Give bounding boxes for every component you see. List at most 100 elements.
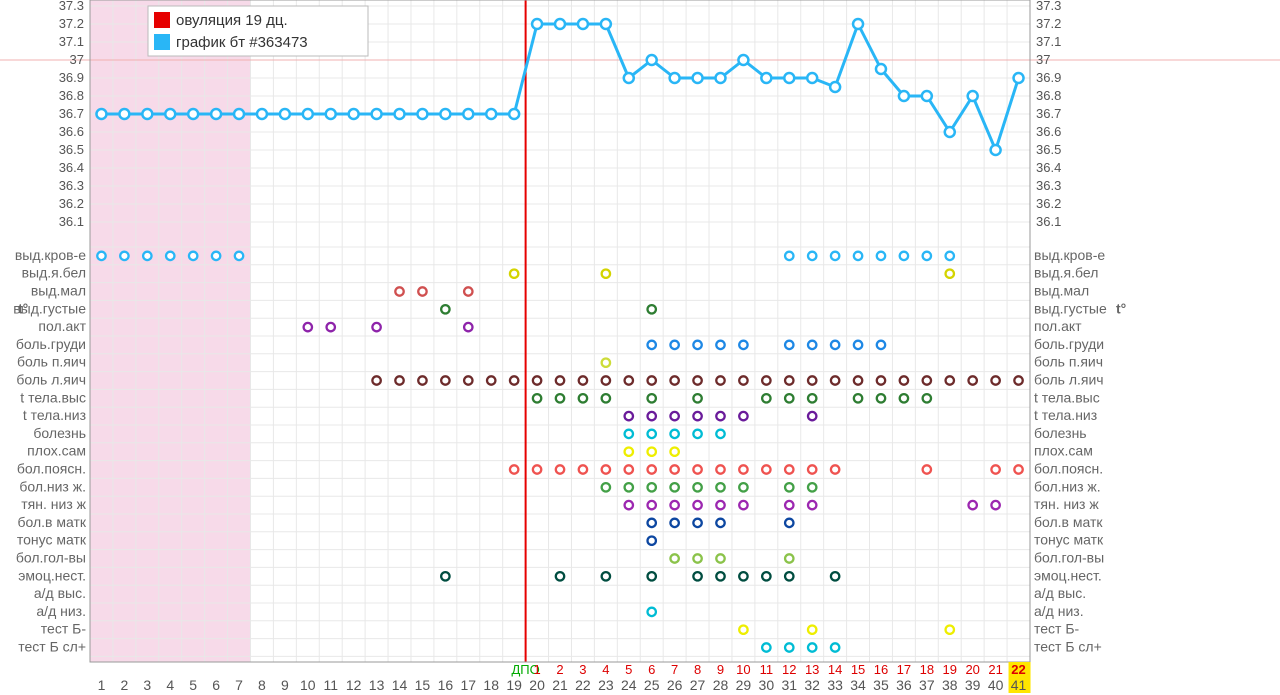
y-tick-left: 37.2 bbox=[59, 16, 84, 31]
x-axis-day: 12 bbox=[346, 677, 362, 693]
x-axis-day: 17 bbox=[461, 677, 477, 693]
symptom-marker bbox=[648, 483, 656, 491]
symptom-marker bbox=[625, 412, 633, 420]
x-axis-day: 33 bbox=[827, 677, 843, 693]
x-axis-day: 24 bbox=[621, 677, 637, 693]
symptom-marker bbox=[670, 448, 678, 456]
symptom-marker bbox=[946, 270, 954, 278]
y-tick-right: 36.7 bbox=[1036, 106, 1061, 121]
symptom-marker bbox=[648, 412, 656, 420]
symptom-marker bbox=[166, 252, 174, 260]
x-axis-day: 20 bbox=[529, 677, 545, 693]
legend-label: график бт #363473 bbox=[176, 34, 308, 51]
dpo-value: 17 bbox=[897, 662, 911, 677]
symptom-marker bbox=[831, 572, 839, 580]
symptom-marker bbox=[877, 376, 885, 384]
temperature-point bbox=[784, 73, 794, 83]
symptom-marker bbox=[785, 572, 793, 580]
symptom-label-left: тонус матк bbox=[17, 532, 87, 548]
symptom-marker bbox=[716, 501, 724, 509]
y-tick-right: 36.3 bbox=[1036, 178, 1061, 193]
symptom-marker bbox=[441, 305, 449, 313]
symptom-label-left: t тела.низ bbox=[23, 407, 86, 423]
x-axis-day: 29 bbox=[736, 677, 752, 693]
symptom-marker bbox=[464, 287, 472, 295]
symptom-marker bbox=[693, 501, 701, 509]
t-deg-label-left: t° bbox=[18, 300, 28, 316]
dpo-value: 8 bbox=[694, 662, 701, 677]
symptom-marker bbox=[625, 465, 633, 473]
dpo-value: 13 bbox=[805, 662, 819, 677]
y-tick-left: 36.6 bbox=[59, 124, 84, 139]
temperature-point bbox=[1014, 73, 1024, 83]
symptom-label-left: боль л.яич bbox=[16, 372, 86, 388]
symptom-marker bbox=[602, 359, 610, 367]
symptom-marker bbox=[831, 643, 839, 651]
dpo-value: 16 bbox=[874, 662, 888, 677]
symptom-marker bbox=[785, 341, 793, 349]
symptom-marker bbox=[968, 501, 976, 509]
y-tick-left: 36.1 bbox=[59, 214, 84, 229]
symptom-marker bbox=[670, 465, 678, 473]
dpo-value: 15 bbox=[851, 662, 865, 677]
symptom-marker bbox=[579, 465, 587, 473]
dpo-value: 2 bbox=[556, 662, 563, 677]
symptom-label-left: бол.низ ж. bbox=[19, 478, 86, 494]
symptom-marker bbox=[808, 501, 816, 509]
symptom-label-right: t тела.низ bbox=[1034, 407, 1097, 423]
x-axis-day: 34 bbox=[850, 677, 866, 693]
symptom-marker bbox=[533, 465, 541, 473]
symptom-marker bbox=[716, 430, 724, 438]
symptom-marker bbox=[716, 483, 724, 491]
temperature-point bbox=[417, 109, 427, 119]
symptom-label-right: боль п.яич bbox=[1034, 354, 1103, 370]
temperature-point bbox=[532, 19, 542, 29]
symptom-marker bbox=[648, 572, 656, 580]
dpo-value: 7 bbox=[671, 662, 678, 677]
temperature-point bbox=[899, 91, 909, 101]
x-axis-day: 41 bbox=[1011, 677, 1027, 693]
y-tick-left: 36.3 bbox=[59, 178, 84, 193]
symptom-label-right: выд.мал bbox=[1034, 283, 1089, 299]
symptom-label-right: тонус матк bbox=[1034, 532, 1104, 548]
symptom-marker bbox=[808, 341, 816, 349]
symptom-label-right: выд.кров-е bbox=[1034, 247, 1105, 263]
dpo-value: 18 bbox=[920, 662, 934, 677]
x-axis-day: 23 bbox=[598, 677, 614, 693]
dpo-value: 5 bbox=[625, 662, 632, 677]
symptom-marker bbox=[693, 554, 701, 562]
symptom-marker bbox=[670, 519, 678, 527]
symptom-marker bbox=[716, 554, 724, 562]
y-tick-left: 36.5 bbox=[59, 142, 84, 157]
x-axis-day: 9 bbox=[281, 677, 289, 693]
temperature-point bbox=[876, 64, 886, 74]
x-axis-day: 27 bbox=[690, 677, 706, 693]
symptom-marker bbox=[625, 376, 633, 384]
temperature-point bbox=[165, 109, 175, 119]
temperature-point bbox=[395, 109, 405, 119]
y-tick-left: 36.8 bbox=[59, 88, 84, 103]
symptom-marker bbox=[739, 465, 747, 473]
temperature-point bbox=[142, 109, 152, 119]
x-axis-day: 4 bbox=[166, 677, 174, 693]
temperature-point bbox=[372, 109, 382, 119]
temperature-point bbox=[555, 19, 565, 29]
symptom-marker bbox=[808, 626, 816, 634]
symptom-marker bbox=[785, 643, 793, 651]
symptom-label-right: эмоц.нест. bbox=[1034, 567, 1102, 583]
temperature-point bbox=[968, 91, 978, 101]
temperature-point bbox=[188, 109, 198, 119]
symptom-marker bbox=[854, 341, 862, 349]
symptom-marker bbox=[670, 341, 678, 349]
x-axis-day: 2 bbox=[120, 677, 128, 693]
legend-swatch bbox=[154, 34, 170, 50]
symptom-marker bbox=[831, 376, 839, 384]
symptom-label-right: бол.низ ж. bbox=[1034, 478, 1101, 494]
symptom-marker bbox=[693, 483, 701, 491]
x-axis-day: 25 bbox=[644, 677, 660, 693]
y-tick-left: 37 bbox=[70, 52, 84, 67]
symptom-marker bbox=[785, 483, 793, 491]
symptom-marker bbox=[487, 376, 495, 384]
x-axis-day: 13 bbox=[369, 677, 385, 693]
symptom-marker bbox=[602, 376, 610, 384]
